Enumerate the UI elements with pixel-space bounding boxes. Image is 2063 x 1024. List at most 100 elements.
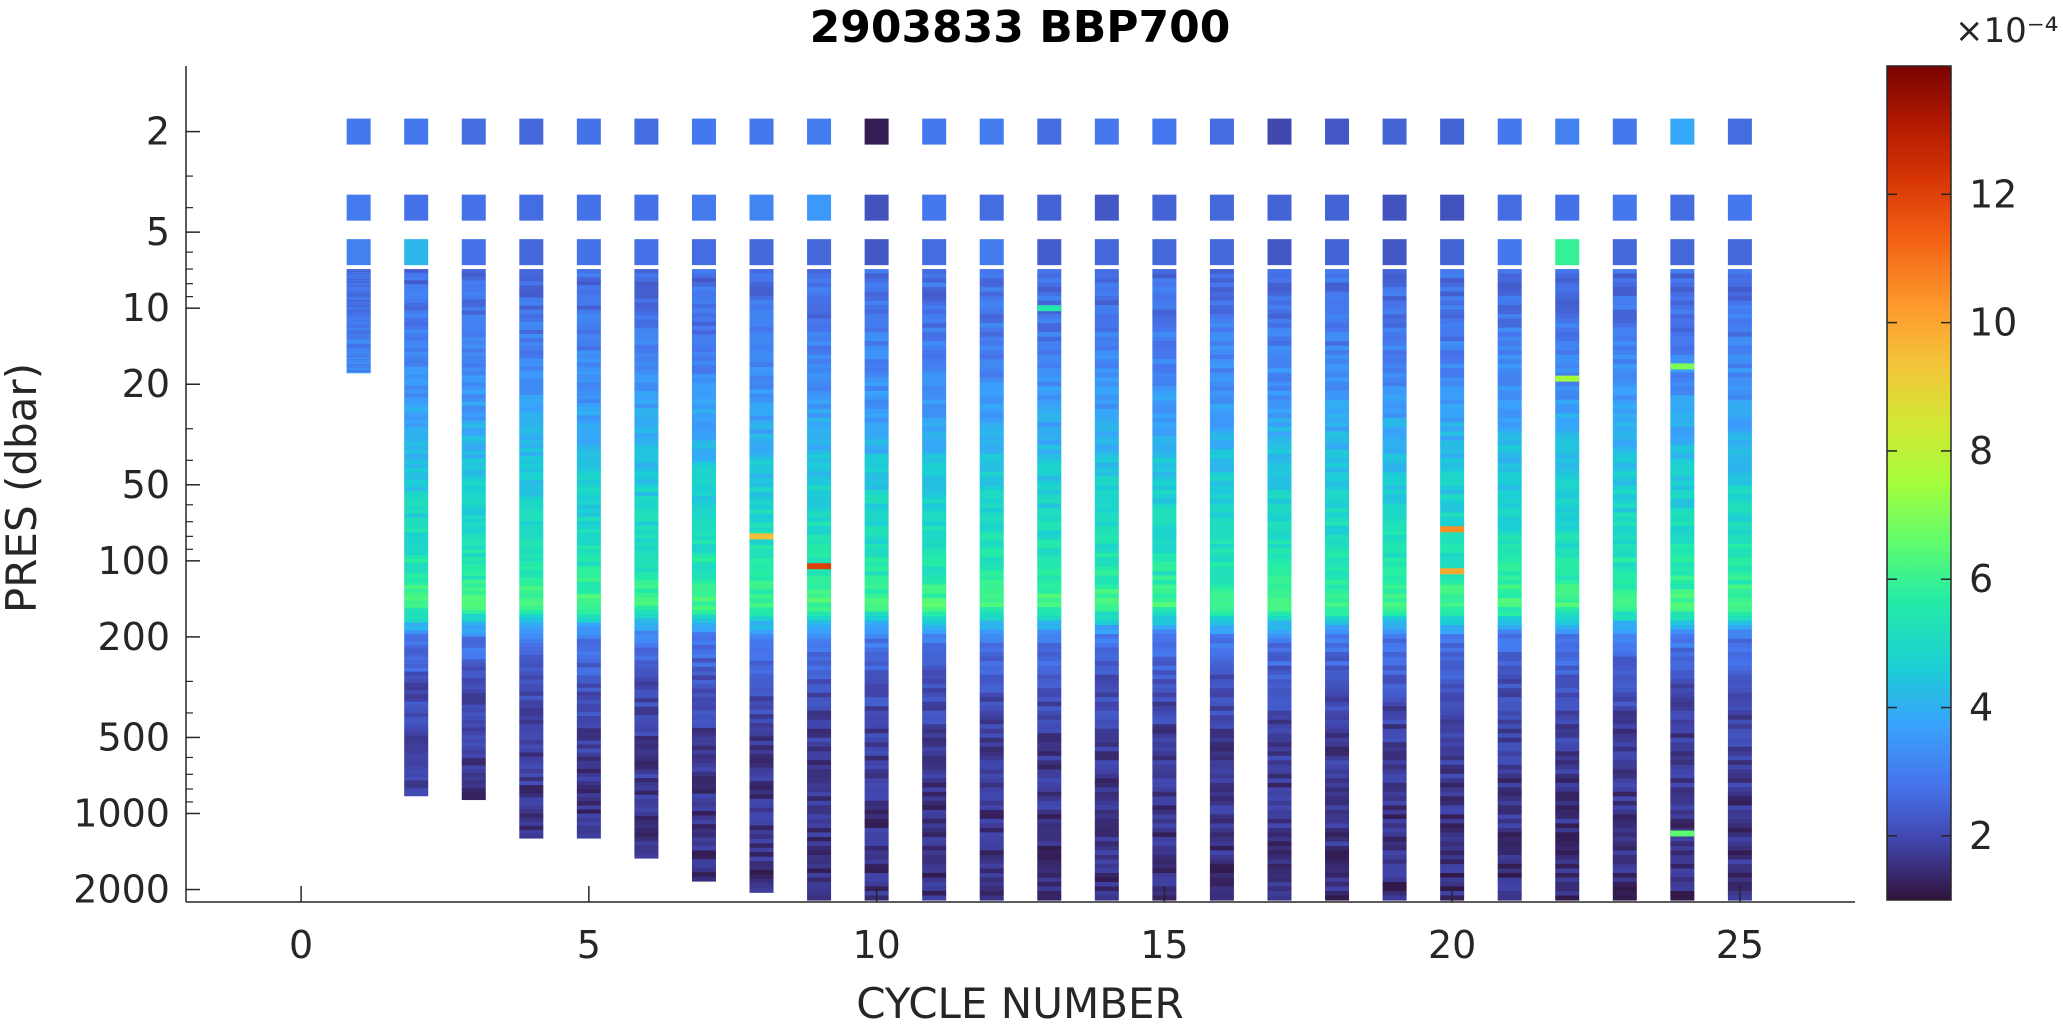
profile-cell [634,765,659,771]
profile-cell [1382,530,1407,536]
profile-cell [1497,715,1522,721]
surface-cell [1670,239,1695,266]
profile-cell [1325,728,1350,734]
profile-cell [1382,372,1407,378]
profile-cell [807,733,832,739]
profile-cell [1037,769,1062,775]
profile-cell [1555,818,1580,824]
profile-cell [807,363,832,369]
profile-cell [807,859,832,865]
profile-cell [979,827,1004,833]
profile-cell [519,752,544,758]
profile-cell [576,707,601,713]
profile-cell [749,838,774,844]
profile-cell [691,776,716,782]
profile-cell [807,800,832,806]
profile-cell [807,426,832,432]
profile-cell [1325,805,1350,811]
profile-cell [864,719,889,725]
profile-cell [1094,332,1119,338]
profile-cell [1497,507,1522,514]
profile-cell [1440,751,1465,757]
profile-cell [519,277,544,282]
profile-cell [1325,552,1350,559]
profile-cell [979,742,1004,748]
profile-cell [404,449,429,454]
profile-cell [576,809,601,815]
profile-cell [1325,485,1350,491]
profile-cell [1325,823,1350,829]
profile-cell [1612,453,1637,459]
profile-cell [519,500,544,506]
profile-cell [922,422,947,428]
profile-cell [864,692,889,698]
profile-cell [1267,841,1292,847]
cycle-profile-4 [519,118,544,839]
profile-cell [1382,440,1407,446]
x-tick-label: 25 [1716,923,1764,967]
profile-cell [979,688,1004,694]
profile-cell [1555,841,1580,847]
profile-cell [864,426,889,432]
profile-cell [1037,755,1062,761]
profile-cell [404,664,429,669]
profile-cell [1670,309,1695,315]
profile-cell [864,710,889,716]
profile-cell [1267,557,1292,563]
profile-cell [1555,300,1580,306]
profile-cell [864,449,889,455]
profile-cell [1497,552,1522,559]
profile-cell [634,416,659,422]
profile-cell [461,443,486,448]
profile-cell [1209,548,1234,554]
profile-cell [1497,886,1522,892]
profile-cell [1727,471,1752,477]
profile-cell [1612,435,1637,441]
profile-cell [1497,769,1522,775]
surface-cell [1382,194,1407,221]
profile-cell [1555,787,1580,793]
profile-cell [461,287,486,293]
profile-cell [519,764,544,770]
profile-cell [634,433,659,438]
profile-cell [1440,638,1465,644]
profile-cell [1612,881,1637,888]
profile-cell [1037,719,1062,725]
profile-cell [691,819,716,825]
surface-cell [576,118,601,145]
profile-cell [1382,715,1407,721]
profile-cell [864,701,889,707]
profile-cell [1497,593,1522,599]
profile-cell [576,789,601,794]
profile-cell [1037,751,1062,757]
profile-cell [1727,701,1752,707]
profile-cell [346,316,371,318]
profile-cell [749,651,774,657]
profile-cell [864,800,889,806]
profile-cell [807,728,832,734]
profile-cell [1382,552,1407,559]
profile-cell [979,503,1004,509]
profile-cell [1152,598,1177,604]
profile-cell [519,403,544,408]
profile-cell [461,621,486,626]
profile-cell [749,322,774,328]
profile-cell [1612,413,1637,419]
profile-cell [691,430,716,436]
profile-cell [749,549,774,555]
profile-cell [634,698,659,703]
profile-cell [634,735,659,741]
profile-cell [519,728,544,733]
profile-cell [1612,620,1637,626]
profile-cell [922,818,947,824]
profile-cell [634,714,659,720]
profile-cell [749,794,774,800]
profile-cell [1497,345,1522,351]
profile-cell [979,706,1004,712]
profile-cell [1382,584,1407,590]
profile-cell [1209,868,1234,874]
profile-cell [1152,652,1177,658]
profile-cell [749,843,774,849]
profile-cell [1209,390,1234,396]
profile-cell [979,782,1004,788]
